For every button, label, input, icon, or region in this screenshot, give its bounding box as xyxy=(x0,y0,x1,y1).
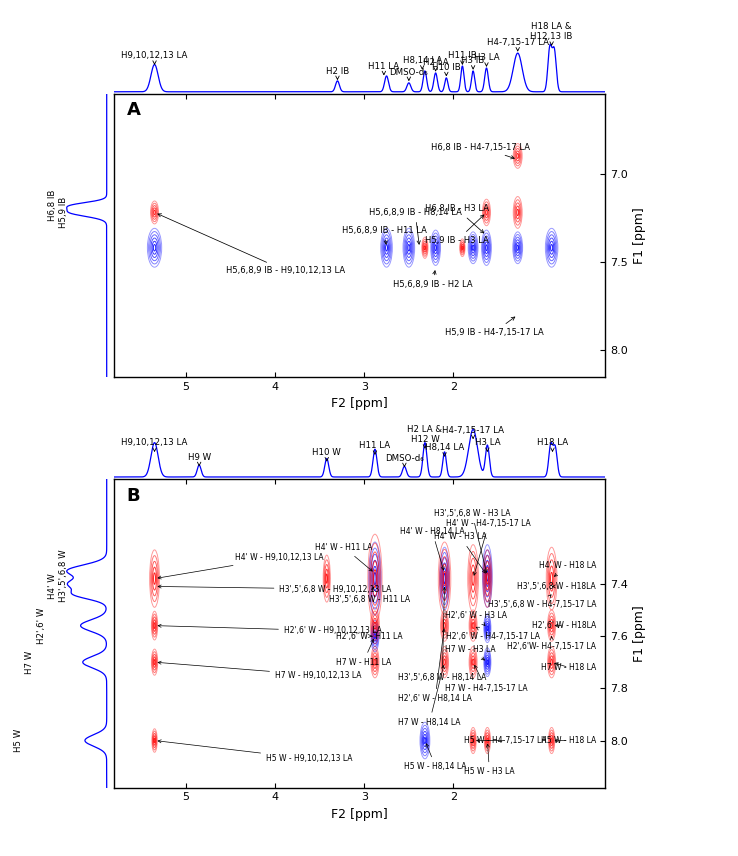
Text: H2',6' W - H18LA: H2',6' W - H18LA xyxy=(532,621,596,630)
Text: H2',6' W - H9,10,12,13 LA: H2',6' W - H9,10,12,13 LA xyxy=(158,624,382,635)
Text: H5,9 IB: H5,9 IB xyxy=(59,197,68,228)
Text: H11 LA: H11 LA xyxy=(368,62,399,74)
Text: H4' W - H9,10,12,13 LA: H4' W - H9,10,12,13 LA xyxy=(158,553,323,579)
Text: H4' W: H4' W xyxy=(48,574,57,599)
Text: H6,8 IB: H6,8 IB xyxy=(48,190,57,221)
Y-axis label: F1 [ppm]: F1 [ppm] xyxy=(633,605,646,662)
Text: H5,6,8,9 IB - H2 LA: H5,6,8,9 IB - H2 LA xyxy=(393,270,472,289)
Text: H3',5',6,8 W - H4-7,15-17 LA: H3',5',6,8 W - H4-7,15-17 LA xyxy=(488,595,596,609)
Text: H4-7,15-17 LA: H4-7,15-17 LA xyxy=(442,425,504,438)
Text: H2',6' W - H8,14 LA: H2',6' W - H8,14 LA xyxy=(398,629,472,704)
Text: H6,8 IB - H3 LA: H6,8 IB - H3 LA xyxy=(425,205,489,233)
Text: H5,6,8,9 IB - H8,14 LA: H5,6,8,9 IB - H8,14 LA xyxy=(369,208,461,244)
Text: H2',6' W - H11 LA: H2',6' W - H11 LA xyxy=(336,632,402,640)
Text: H3 IB: H3 IB xyxy=(461,56,485,69)
Text: H4' W - H18 LA: H4' W - H18 LA xyxy=(539,561,596,576)
Text: H9 W: H9 W xyxy=(187,453,211,466)
Text: H7 W - H9,10,12,13 LA: H7 W - H9,10,12,13 LA xyxy=(158,661,362,680)
Text: H2',6'W- H4-7,15-17 LA: H2',6'W- H4-7,15-17 LA xyxy=(507,636,596,651)
Text: H3',5',6,8 W - H18LA: H3',5',6,8 W - H18LA xyxy=(517,582,596,591)
Text: H2 LA &
H12 W: H2 LA & H12 W xyxy=(407,425,442,448)
Text: H4' W - H11 LA: H4' W - H11 LA xyxy=(315,543,373,571)
Text: H5,9 IB - H4-7,15-17 LA: H5,9 IB - H4-7,15-17 LA xyxy=(444,317,543,337)
Text: H5,6,8,9 IB - H9,10,12,13 LA: H5,6,8,9 IB - H9,10,12,13 LA xyxy=(158,214,345,276)
Text: B: B xyxy=(127,487,140,505)
Text: H7 W - H11 LA: H7 W - H11 LA xyxy=(336,639,391,667)
Text: H11 IB: H11 IB xyxy=(448,51,477,64)
Text: H3 LA: H3 LA xyxy=(475,438,500,451)
Text: A: A xyxy=(127,101,140,119)
Text: H4-7,15-17 LA: H4-7,15-17 LA xyxy=(487,38,549,51)
Text: H5 W: H5 W xyxy=(14,729,24,752)
Text: H2',6' W - H4-7,15-17 LA: H2',6' W - H4-7,15-17 LA xyxy=(446,627,540,640)
Text: H7 W - H18 LA: H7 W - H18 LA xyxy=(541,663,596,672)
Text: H5,9 IB - H3 LA: H5,9 IB - H3 LA xyxy=(425,215,489,245)
Text: H6,8 IB - H4-7,15-17 LA: H6,8 IB - H4-7,15-17 LA xyxy=(431,143,530,159)
Text: H5,6,8,9 IB - H11 LA: H5,6,8,9 IB - H11 LA xyxy=(342,226,427,244)
Text: H5 W - H9,10,12,13 LA: H5 W - H9,10,12,13 LA xyxy=(158,740,353,764)
Text: DMSO-d₆: DMSO-d₆ xyxy=(390,68,428,80)
Y-axis label: F1 [ppm]: F1 [ppm] xyxy=(633,207,646,264)
Text: H4' W - H4-7,15-17 LA: H4' W - H4-7,15-17 LA xyxy=(446,520,531,575)
Text: H9,10,12,13 LA: H9,10,12,13 LA xyxy=(121,438,187,451)
Text: H7 W - H8,14 LA: H7 W - H8,14 LA xyxy=(398,666,461,727)
Text: H2 LA: H2 LA xyxy=(423,58,449,71)
Text: H10 IB: H10 IB xyxy=(432,62,461,75)
Text: H4' W - H8,14 LA: H4' W - H8,14 LA xyxy=(400,527,464,570)
Text: H2',6' W: H2',6' W xyxy=(37,608,46,644)
Text: H3 LA: H3 LA xyxy=(474,53,500,66)
Text: H3',5',6,8 W - H8,14 LA: H3',5',6,8 W - H8,14 LA xyxy=(398,587,486,682)
Text: H8,14 LA: H8,14 LA xyxy=(425,443,464,456)
Text: H7 W: H7 W xyxy=(25,651,35,674)
Text: H3',5',6,8 W - H3 LA: H3',5',6,8 W - H3 LA xyxy=(434,508,511,573)
Text: H3',5',6,8 W: H3',5',6,8 W xyxy=(59,550,68,603)
Text: H5 W - H18 LA: H5 W - H18 LA xyxy=(541,736,596,745)
Text: DMSO-d₆: DMSO-d₆ xyxy=(385,454,424,467)
Text: H3',5',6,8 W - H11 LA: H3',5',6,8 W - H11 LA xyxy=(328,587,410,604)
Text: H5 W - H3 LA: H5 W - H3 LA xyxy=(464,744,515,776)
Text: H2 IB: H2 IB xyxy=(326,67,349,80)
Text: H7 W - H3 LA: H7 W - H3 LA xyxy=(444,645,495,660)
Text: H4' W - H3 LA: H4' W - H3 LA xyxy=(434,532,486,573)
Text: H18 LA &
H12,13 IB: H18 LA & H12,13 IB xyxy=(531,22,573,45)
Text: H8,14 LA: H8,14 LA xyxy=(403,56,442,69)
Text: H9,10,12,13 LA: H9,10,12,13 LA xyxy=(121,51,187,64)
Text: H3',5',6,8 W - H9,10,12,13 LA: H3',5',6,8 W - H9,10,12,13 LA xyxy=(158,585,392,593)
X-axis label: F2 [ppm]: F2 [ppm] xyxy=(331,808,388,821)
Text: H11 LA: H11 LA xyxy=(359,442,390,455)
Text: H10 W: H10 W xyxy=(312,448,341,461)
Text: H5 W - H4-7,15-17 LA: H5 W - H4-7,15-17 LA xyxy=(464,736,547,745)
Text: H18 LA: H18 LA xyxy=(537,438,568,451)
Text: H2',6' W - H3 LA: H2',6' W - H3 LA xyxy=(444,610,506,626)
Text: H7 W - H4-7,15-17 LA: H7 W - H4-7,15-17 LA xyxy=(444,665,527,693)
Text: H5 W - H8,14 LA: H5 W - H8,14 LA xyxy=(404,744,467,771)
X-axis label: F2 [ppm]: F2 [ppm] xyxy=(331,397,388,410)
